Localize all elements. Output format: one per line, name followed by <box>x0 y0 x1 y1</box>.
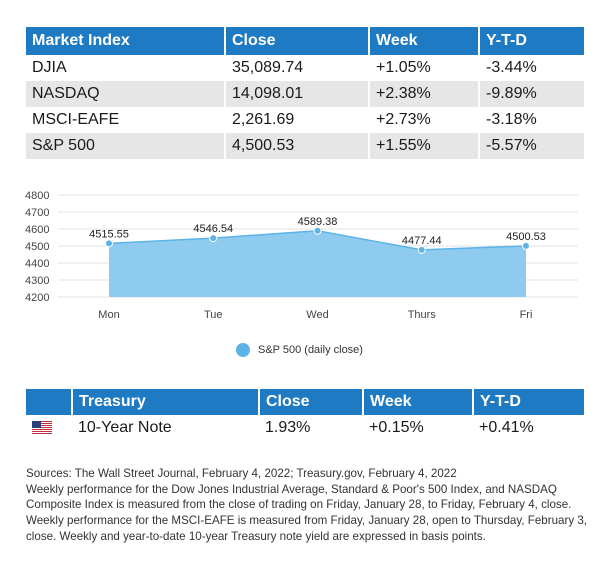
x-tick-label: Fri <box>520 309 533 321</box>
index-name: MSCI-EAFE <box>26 107 226 133</box>
header-ytd: Y-T-D <box>479 27 584 55</box>
index-week: +1.05% <box>369 55 480 81</box>
chart-legend: S&P 500 (daily close) <box>236 341 363 359</box>
index-week: +2.38% <box>369 81 480 107</box>
index-close: 2,261.69 <box>225 107 370 133</box>
y-tick-label: 4300 <box>25 275 49 287</box>
index-ytd: -9.89% <box>479 81 584 107</box>
flag-cell <box>26 415 72 441</box>
footnotes: Sources: The Wall Street Journal, Februa… <box>26 466 592 545</box>
y-tick-label: 4500 <box>25 241 49 253</box>
index-name: DJIA <box>26 55 226 81</box>
data-label: 4515.55 <box>89 228 129 240</box>
x-tick-label: Thurs <box>408 309 437 321</box>
data-label: 4500.53 <box>506 231 546 243</box>
sources-note: Sources: The Wall Street Journal, Februa… <box>26 467 457 480</box>
table-row: 10-Year Note 1.93% +0.15% +0.41% <box>26 415 584 441</box>
market-table-header-row: Market Index Close Week Y-T-D <box>26 27 584 55</box>
header-week: Week <box>369 27 480 55</box>
y-tick-label: 4800 <box>25 190 49 202</box>
series-area <box>109 230 526 297</box>
y-tick-label: 4700 <box>25 207 49 219</box>
data-label: 4477.44 <box>402 235 442 247</box>
table-row: S&P 500 4,500.53 +1.55% -5.57% <box>26 133 584 159</box>
index-name: S&P 500 <box>26 133 226 159</box>
y-tick-label: 4600 <box>25 224 49 236</box>
market-index-table: Market Index Close Week Y-T-D DJIA 35,08… <box>26 27 584 159</box>
header-week: Week <box>363 389 474 415</box>
legend-swatch <box>236 343 250 357</box>
data-point <box>417 245 426 254</box>
table-row: MSCI-EAFE 2,261.69 +2.73% -3.18% <box>26 107 584 133</box>
x-tick-label: Tue <box>204 309 223 321</box>
header-market-index: Market Index <box>26 27 226 55</box>
header-close: Close <box>225 27 370 55</box>
x-tick-label: Wed <box>306 309 328 321</box>
treasury-table: Treasury Close Week Y-T-D 10- <box>26 389 584 441</box>
chart-svg: 4200 4300 4400 4500 4600 4700 4800 4515.55 4546.… <box>25 190 578 321</box>
index-close: 14,098.01 <box>225 81 370 107</box>
index-week: +2.73% <box>369 107 480 133</box>
data-label: 4589.38 <box>298 216 338 228</box>
header-treasury: Treasury <box>72 389 260 415</box>
methodology-note: Weekly performance for the Dow Jones Ind… <box>26 482 588 543</box>
index-name: NASDAQ <box>26 81 226 107</box>
treasury-ytd: +0.41% <box>479 419 534 436</box>
index-close: 35,089.74 <box>225 55 370 81</box>
table-row: NASDAQ 14,098.01 +2.38% -9.89% <box>26 81 584 107</box>
data-point <box>522 241 530 250</box>
header-ytd: Y-T-D <box>473 389 584 415</box>
legend-label: S&P 500 (daily close) <box>258 344 363 356</box>
treasury-close: 1.93% <box>265 419 311 436</box>
table-row: DJIA 35,089.74 +1.05% -3.44% <box>26 55 584 81</box>
y-tick-label: 4200 <box>25 292 49 304</box>
data-point <box>313 226 322 235</box>
treasury-week: +0.15% <box>369 419 424 436</box>
us-flag-icon <box>32 421 52 435</box>
index-ytd: -3.18% <box>479 107 584 133</box>
data-point <box>209 234 218 243</box>
index-close: 4,500.53 <box>225 133 370 159</box>
header-flag-column <box>26 389 73 415</box>
x-tick-label: Mon <box>98 309 119 321</box>
data-label: 4546.54 <box>193 223 233 235</box>
treasury-table-header-row: Treasury Close Week Y-T-D <box>26 389 584 415</box>
y-tick-label: 4400 <box>25 258 49 270</box>
sp500-area-chart: 4200 4300 4400 4500 4600 4700 4800 4515.55 4546.… <box>0 185 614 370</box>
index-ytd: -3.44% <box>479 55 584 81</box>
index-ytd: -5.57% <box>479 133 584 159</box>
treasury-name: 10-Year Note <box>78 419 172 436</box>
data-point <box>105 239 113 248</box>
header-close: Close <box>259 389 364 415</box>
index-week: +1.55% <box>369 133 480 159</box>
